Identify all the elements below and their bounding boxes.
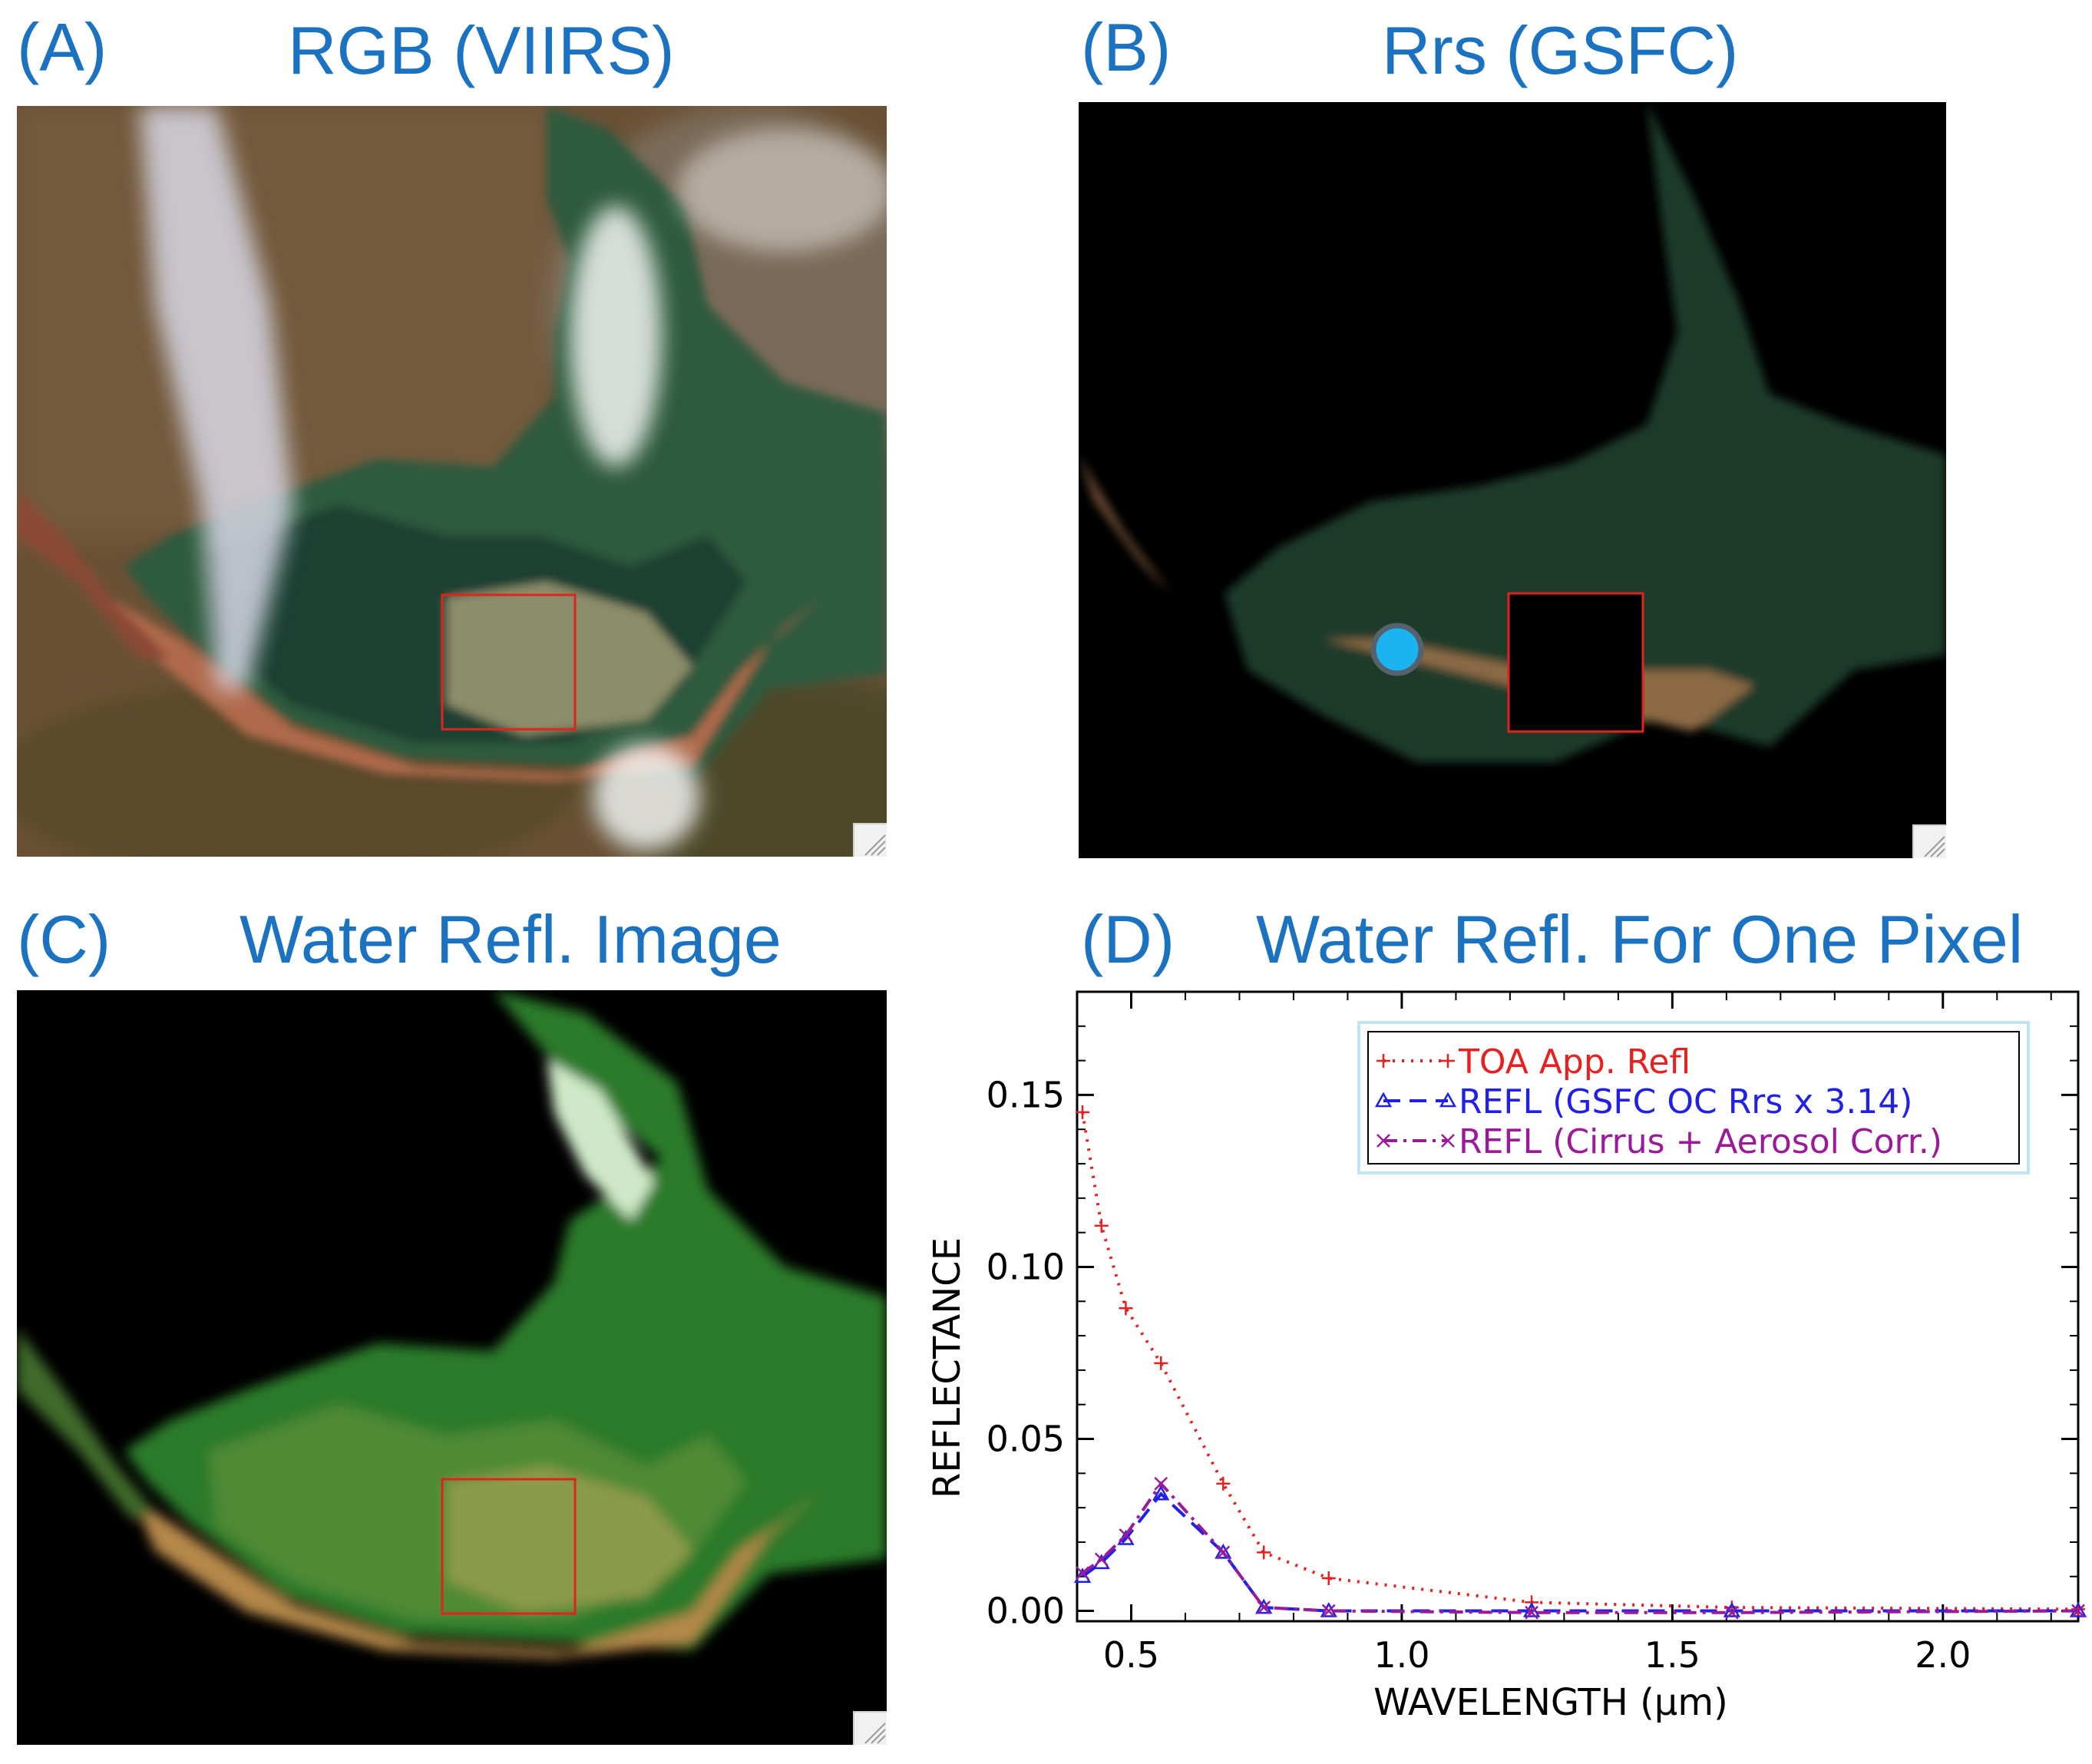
marker-x [1076, 1566, 1089, 1581]
x-axis-label: WAVELENGTH (μm) [1373, 1681, 1728, 1724]
marker-x [1441, 1134, 1455, 1148]
marker-x [1119, 1528, 1133, 1542]
panel-a-letter: (A) [17, 9, 107, 85]
resize-grip-b[interactable] [1912, 824, 1946, 858]
series-line-0 [1081, 1112, 2079, 1611]
x-tick-label: 1.0 [1373, 1634, 1429, 1676]
marker-plus [1257, 1545, 1271, 1560]
roi-box-b [1507, 592, 1644, 733]
legend-label: REFL (Cirrus + Aerosol Corr.) [1459, 1122, 1942, 1161]
water-refl-chart: 0.5 1.0 1.5 2.0 0.00 0.05 0.10 0.15 WAVELENGTH (… [921, 975, 2092, 1760]
resize-grip-a[interactable] [853, 823, 887, 857]
marker-plus [1094, 1218, 1109, 1233]
roi-box-c [441, 1478, 577, 1615]
marker-x [1321, 1604, 1336, 1618]
marker-x [1525, 1605, 1538, 1620]
panel-c-letter: (C) [17, 901, 111, 977]
water-refl-image [17, 990, 887, 1745]
marker-plus [1119, 1301, 1133, 1316]
y-tick-label: 0.05 [987, 1419, 1065, 1460]
x-tick-label: 0.5 [1103, 1634, 1159, 1676]
marker-triangle [1439, 1092, 1457, 1108]
resize-grip-c[interactable] [853, 1711, 887, 1745]
rgb-viirs-image [17, 106, 887, 857]
series-line-2 [1081, 1481, 2079, 1614]
marker-triangle [1374, 1092, 1393, 1108]
marker-plus [1216, 1476, 1231, 1491]
y-tick-label: 0.10 [987, 1246, 1065, 1287]
marker-x [1094, 1552, 1109, 1567]
marker-x [2071, 1604, 2085, 1618]
x-tick-label: 2.0 [1915, 1634, 1971, 1676]
marker-plus [1154, 1356, 1168, 1370]
marker-triangle [1152, 1485, 1170, 1501]
panel-d-letter: (D) [1081, 901, 1175, 977]
panel-d-title: Water Refl. For One Pixel [1256, 901, 2024, 977]
panel-a-title: RGB (VIIRS) [288, 12, 675, 88]
series-line-1 [1081, 1491, 2078, 1613]
y-tick-label: 0.00 [987, 1591, 1065, 1632]
legend-label: REFL (GSFC OC Rrs x 3.14) [1459, 1082, 1912, 1121]
roi-box-a [441, 593, 577, 731]
legend-box [1367, 1031, 2020, 1164]
marker-plus [1321, 1571, 1336, 1585]
panel-b-letter: (B) [1081, 9, 1172, 85]
marker-plus [1376, 1054, 1390, 1068]
panel-c-title: Water Refl. Image [240, 901, 782, 977]
marker-x [1154, 1476, 1168, 1491]
y-axis-label: REFLECTANCE [926, 1237, 969, 1498]
legend-label: TOA App. Refl [1458, 1042, 1690, 1082]
marker-plus [1076, 1105, 1090, 1119]
marker-x [1257, 1600, 1271, 1614]
marker-x [1216, 1545, 1231, 1560]
marker-triangle [1215, 1543, 1232, 1559]
panel-b-title: Rrs (GSFC) [1382, 12, 1739, 88]
marker-plus [1441, 1054, 1455, 1068]
y-tick-label: 0.15 [987, 1074, 1065, 1115]
x-tick-label: 1.5 [1644, 1634, 1700, 1676]
plot-frame [1076, 990, 2080, 1623]
rrs-gsfc-image [1079, 102, 1946, 858]
marker-x [1725, 1605, 1739, 1620]
marker-x [1376, 1134, 1390, 1148]
sample-pixel-marker [1370, 623, 1424, 676]
